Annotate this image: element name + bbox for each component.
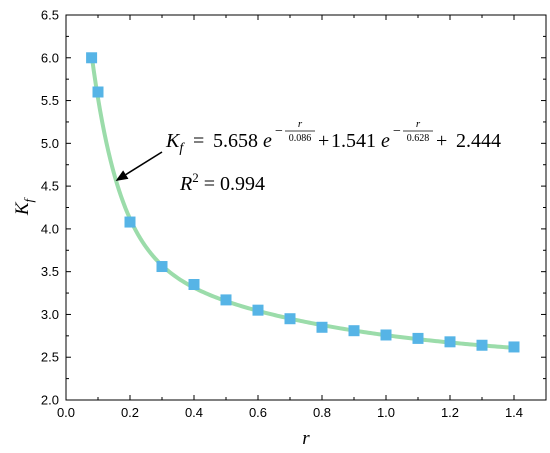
eq-frac-num-2: r <box>416 118 421 130</box>
x-tick-label: 0.0 <box>57 405 75 420</box>
y-tick-label: 4.0 <box>41 221 59 236</box>
x-tick-label: 0.2 <box>121 405 139 420</box>
y-tick-label: 2.0 <box>41 393 59 408</box>
eq-frac-den-1: 0.086 <box>289 133 312 144</box>
fit-curve-line <box>89 52 516 350</box>
data-point <box>284 313 296 325</box>
r2-value: = 0.994 <box>204 173 265 195</box>
data-point <box>220 294 232 306</box>
eq-lhs-sub: f <box>179 141 185 156</box>
eq-coef-3: 2.444 <box>456 130 501 152</box>
data-point <box>252 304 264 316</box>
fit-curve-layer <box>89 52 516 350</box>
axis-ticks: 0.0 0.2 0.4 0.6 0.8 1.0 1.2 1.4 2.0 2.5 3.0 3.5 4.0 4… <box>41 8 546 420</box>
data-point <box>156 261 168 273</box>
data-point <box>444 336 456 348</box>
eq-coef-1: 5.658 <box>213 130 258 152</box>
data-point <box>124 216 136 228</box>
r2-var: R <box>179 173 192 195</box>
y-tick-label: 3.5 <box>41 264 59 279</box>
x-tick-label: 1.2 <box>441 405 459 420</box>
data-point <box>86 52 98 64</box>
x-tick-label: 0.4 <box>185 405 203 420</box>
fit-equation: Kf = 5.658 e − r 0.086 + 1.541 e − r 0.6… <box>165 118 501 156</box>
eq-plus-1: + <box>318 130 329 152</box>
data-point <box>188 279 200 290</box>
svg-text:Kf: Kf <box>165 130 185 156</box>
y-tick-label: 6.5 <box>41 8 59 23</box>
eq-exp-sign-1: − <box>275 124 283 139</box>
data-point <box>92 86 104 98</box>
data-point <box>412 332 424 344</box>
x-tick-label: 1.0 <box>377 405 395 420</box>
y-axis-label-main: K <box>12 201 33 216</box>
eq-lhs-var: K <box>165 130 181 152</box>
arrow-shaft <box>125 151 163 176</box>
y-tick-label: 5.5 <box>41 93 59 108</box>
y-tick-label: 2.5 <box>41 350 59 365</box>
eq-exp-sign-2: − <box>393 124 401 139</box>
data-point <box>348 325 360 337</box>
annotation-arrow <box>115 151 163 181</box>
plot-frame <box>65 14 547 401</box>
y-tick-label: 5.0 <box>41 136 59 151</box>
data-point <box>476 339 488 351</box>
y-tick-label: 6.0 <box>41 50 59 65</box>
y-axis-label: Kf <box>12 196 36 216</box>
eq-frac-den-2: 0.628 <box>407 133 430 144</box>
eq-exp-base-1: e <box>263 130 272 152</box>
data-point <box>316 321 328 333</box>
x-tick-label: 1.4 <box>505 405 523 420</box>
eq-frac-num-1: r <box>298 118 303 130</box>
r2-sup: 2 <box>192 170 199 185</box>
data-point <box>380 329 392 341</box>
eq-equals: = <box>193 130 204 152</box>
r-squared-label: R2 = 0.994 <box>179 170 265 195</box>
y-tick-label: 4.5 <box>41 179 59 194</box>
x-tick-label: 0.8 <box>313 405 331 420</box>
y-axis-label-sub: f <box>21 196 36 202</box>
eq-plus-2: + <box>436 130 447 152</box>
arrow-head <box>115 170 129 181</box>
data-point <box>508 341 520 353</box>
x-axis-label: r <box>302 428 310 449</box>
eq-coef-2: 1.541 <box>331 130 376 152</box>
data-points <box>86 52 520 353</box>
x-tick-label: 0.6 <box>249 405 267 420</box>
eq-exp-base-2: e <box>381 130 390 152</box>
svg-text:Kf: Kf <box>12 196 36 216</box>
y-tick-label: 3.0 <box>41 307 59 322</box>
